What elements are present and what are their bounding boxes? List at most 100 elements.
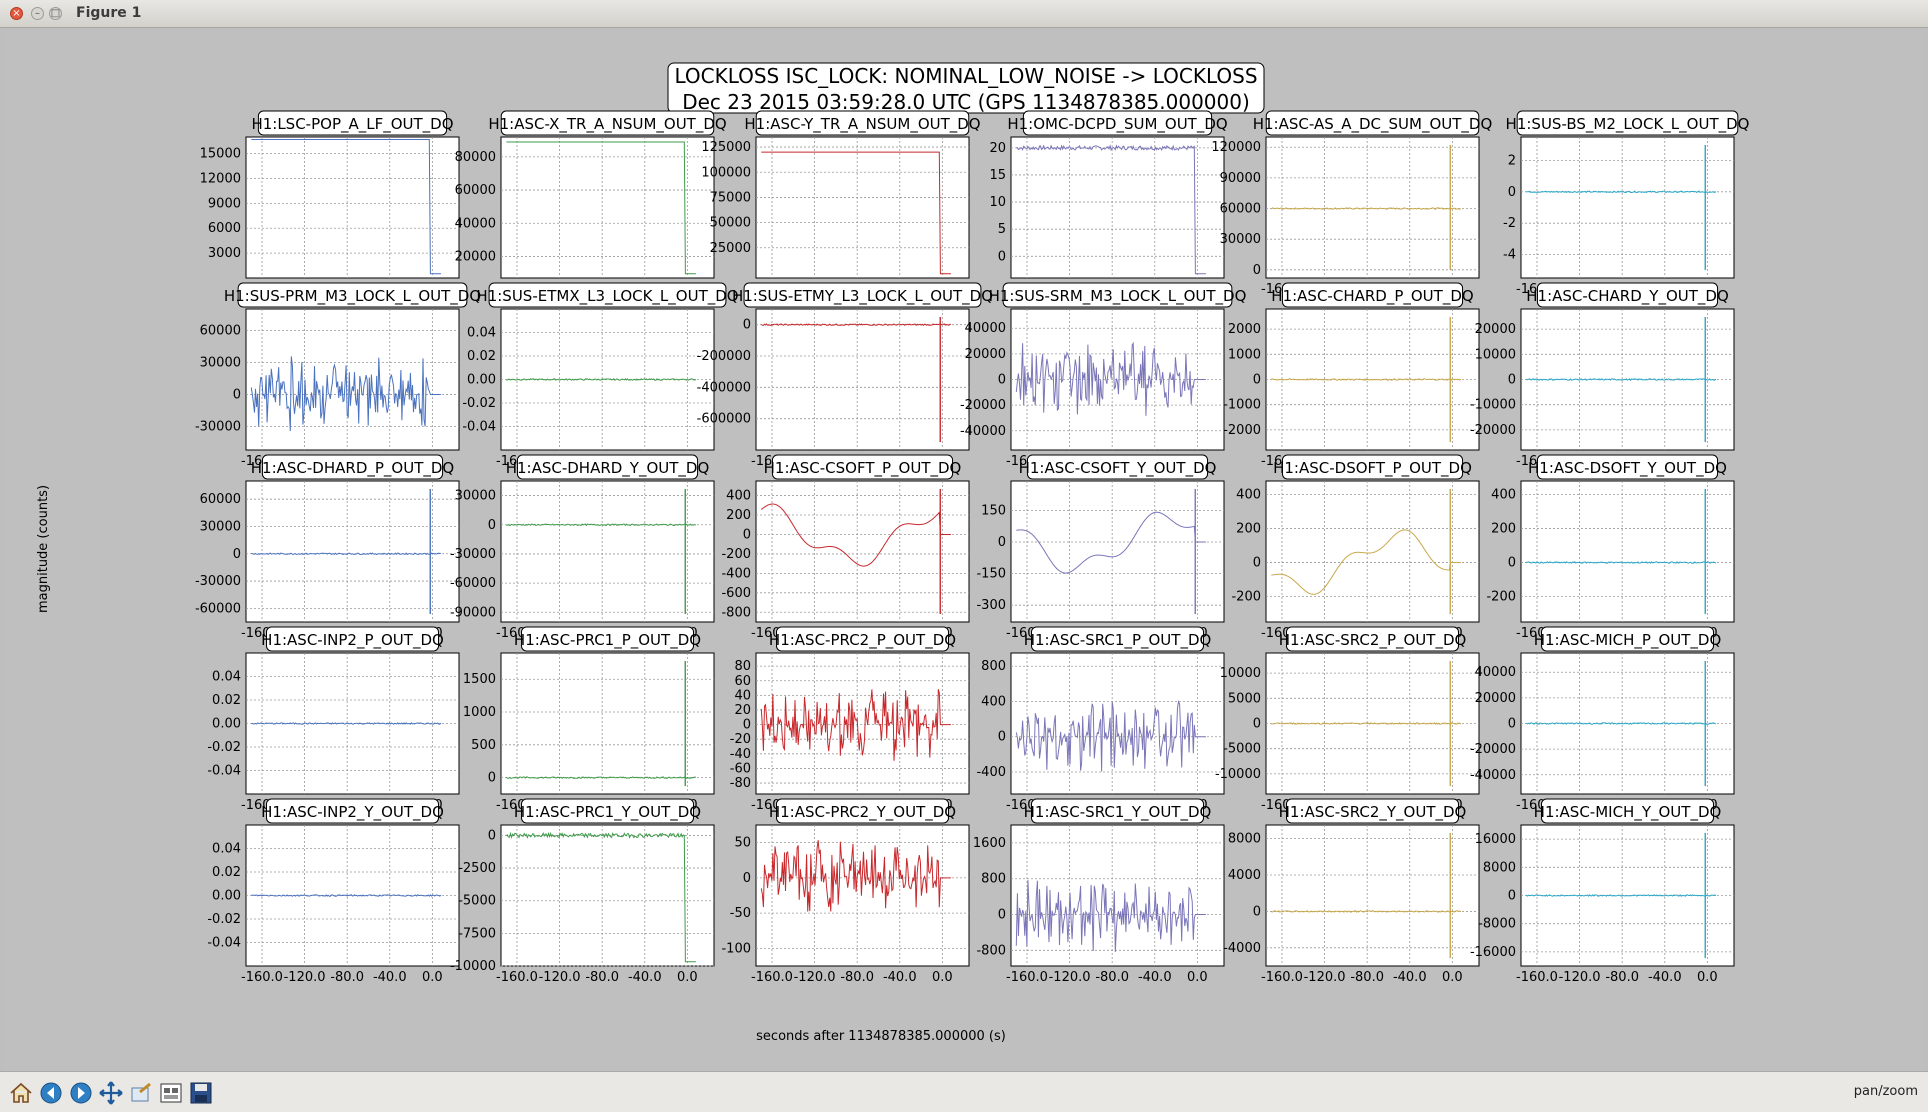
y-tick-label: -30000 — [450, 547, 496, 562]
y-tick-label: -0.04 — [207, 764, 241, 779]
subplot-title: H1:SUS-BS_M2_LOCK_L_OUT_DQ — [1506, 110, 1750, 136]
home-icon[interactable] — [8, 1080, 34, 1106]
axes-frame — [245, 480, 460, 623]
x-tick-label: -40.0 — [1138, 970, 1172, 985]
subplot: 1500-150-300-160.0-120.0-80.0-40.00.0H1:… — [976, 454, 1225, 641]
series-line — [1526, 722, 1717, 725]
y-tick-label: 0 — [1253, 904, 1261, 919]
y-tick-label: -0.02 — [207, 740, 241, 755]
subplot-title: H1:ASC-CSOFT_P_OUT_DQ — [764, 454, 961, 480]
subplot-title: H1:ASC-DHARD_P_OUT_DQ — [251, 454, 454, 480]
save-icon[interactable] — [188, 1080, 214, 1106]
y-tick-label: 200 — [726, 508, 751, 523]
y-tick-label: 15 — [989, 168, 1006, 183]
y-tick-label: -0.02 — [462, 396, 496, 411]
series-line — [251, 552, 441, 556]
subplot-grid: 1500012000900060003000-160.0-120.0-80.0-… — [195, 110, 1750, 985]
y-tick-label: -80 — [730, 776, 751, 791]
y-tick-label: -0.04 — [462, 420, 496, 435]
zoom-icon[interactable] — [128, 1080, 154, 1106]
y-tick-label: -400 — [721, 566, 751, 581]
back-icon[interactable] — [38, 1080, 64, 1106]
subplot: 125000100000750005000025000-160.0-120.0-… — [701, 110, 981, 297]
y-tick-label: -7500 — [458, 926, 496, 941]
series-line — [1526, 378, 1717, 381]
subplot: 40000200000-20000-40000-160.0-120.0-80.0… — [1470, 626, 1735, 813]
y-tick-label: -0.04 — [207, 936, 241, 951]
minimize-window-button[interactable]: – — [31, 7, 44, 20]
y-tick-label: 3000 — [208, 246, 241, 261]
subplot-title-text: H1:LSC-POP_A_LF_OUT_DQ — [251, 115, 453, 134]
series-line — [1271, 909, 1462, 913]
y-tick-label: 1600 — [973, 836, 1006, 851]
y-tick-label: 30000 — [200, 519, 241, 534]
subplot: 1500012000900060003000-160.0-120.0-80.0-… — [200, 110, 460, 297]
forward-icon[interactable] — [68, 1080, 94, 1106]
subplot-title: H1:ASC-PRC1_Y_OUT_DQ — [514, 798, 701, 824]
subplot-title-text: H1:ASC-Y_TR_A_NSUM_OUT_DQ — [744, 115, 980, 134]
x-tick-label: -40.0 — [1648, 970, 1682, 985]
y-tick-label: -40000 — [960, 424, 1006, 439]
subplot-title-text: H1:ASC-MICH_Y_OUT_DQ — [1534, 803, 1722, 822]
maximize-window-button[interactable]: □ — [49, 7, 62, 20]
y-tick-label: 0 — [488, 771, 496, 786]
y-tick-label: -100 — [721, 941, 751, 956]
x-tick-label: -160.0 — [496, 970, 538, 985]
y-tick-label: 0 — [1508, 717, 1516, 732]
subplot: 40000200000-20000-40000-160.0-120.0-80.0… — [960, 282, 1246, 469]
y-tick-label: 0 — [1508, 889, 1516, 904]
y-tick-label: -8000 — [1478, 917, 1516, 932]
axes-frame — [1010, 824, 1225, 967]
subplot: 0.04 0.02 0.00 -0.02 -0.04 -160.0-120.0 -80.0-… — [207, 798, 460, 985]
subplot-title: H1:ASC-DSOFT_Y_OUT_DQ — [1528, 454, 1727, 480]
series-line — [1270, 377, 1462, 381]
x-tick-label: -40.0 — [628, 970, 662, 985]
close-window-button[interactable]: × — [10, 7, 23, 20]
configure-subplots-icon[interactable] — [158, 1080, 184, 1106]
subplot-title: H1:ASC-Y_TR_A_NSUM_OUT_DQ — [744, 110, 981, 136]
y-tick-label: 0.04 — [212, 670, 241, 685]
series-line — [1526, 190, 1717, 194]
subplot: 300000-30000-60000-90000-160.0-120.0-80.… — [450, 454, 715, 641]
toolbar-status: pan/zoom — [1853, 1084, 1918, 1099]
subplot-title-text: H1:ASC-PRC1_P_OUT_DQ — [514, 631, 701, 650]
y-tick-label: -0.02 — [207, 912, 241, 927]
axes-frame — [500, 480, 715, 623]
x-tick-label: -160.0 — [751, 970, 793, 985]
y-tick-label: 0 — [743, 871, 751, 886]
y-tick-label: 0 — [1253, 717, 1261, 732]
y-tick-label: 0 — [743, 718, 751, 733]
subplot: 4002000-200-400-600-800-160.0-120.0-80.0… — [721, 454, 970, 641]
y-tick-label: 120000 — [1211, 140, 1261, 155]
suptitle-line2: Dec 23 2015 03:59:28.0 UTC (GPS 11348783… — [682, 90, 1250, 114]
y-tick-label: 0.00 — [212, 717, 241, 732]
subplot-title: H1:ASC-SRC2_P_OUT_DQ — [1279, 626, 1466, 652]
axes-frame — [500, 136, 715, 279]
subplot-title-text: H1:SUS-ETMX_L3_LOCK_L_OUT_DQ — [476, 287, 738, 306]
y-tick-label: 20000 — [1475, 322, 1516, 337]
y-tick-label: -10000 — [450, 959, 496, 974]
x-tick-label: 0.0 — [1187, 970, 1208, 985]
x-tick-label: -80.0 — [1605, 970, 1639, 985]
y-tick-label: 60 — [734, 674, 751, 689]
subplot-title-text: H1:ASC-INP2_Y_OUT_DQ — [261, 803, 444, 822]
y-tick-label: 0 — [488, 518, 496, 533]
series-line — [1015, 341, 1206, 416]
subplot: 60000300000-30000-160.0-120.0-80.0-40.00… — [195, 282, 481, 469]
y-tick-label: 8000 — [1228, 832, 1261, 847]
y-tick-label: 60000 — [200, 323, 241, 338]
subplot-title-text: H1:SUS-BS_M2_LOCK_L_OUT_DQ — [1506, 115, 1750, 134]
subplot-title: H1:ASC-CHARD_P_OUT_DQ — [1271, 282, 1474, 308]
axes-frame — [1010, 480, 1225, 623]
y-tick-label: 60000 — [455, 183, 496, 198]
y-tick-label: -4000 — [1223, 941, 1261, 956]
x-tick-label: -80.0 — [1350, 970, 1384, 985]
pan-icon[interactable] — [98, 1080, 124, 1106]
figure-canvas[interactable]: LOCKLOSS ISC_LOCK: NOMINAL_LOW_NOISE -> … — [5, 29, 1923, 1069]
y-tick-label: 10000 — [1475, 347, 1516, 362]
axes-frame — [755, 308, 970, 451]
subplot-title-text: H1:ASC-PRC1_Y_OUT_DQ — [514, 803, 701, 822]
subplot: 200010000-1000-2000-160.0-120.0-80.0-40.… — [1223, 282, 1480, 469]
y-tick-label: -10000 — [1470, 398, 1516, 413]
y-tick-label: 9000 — [208, 196, 241, 211]
